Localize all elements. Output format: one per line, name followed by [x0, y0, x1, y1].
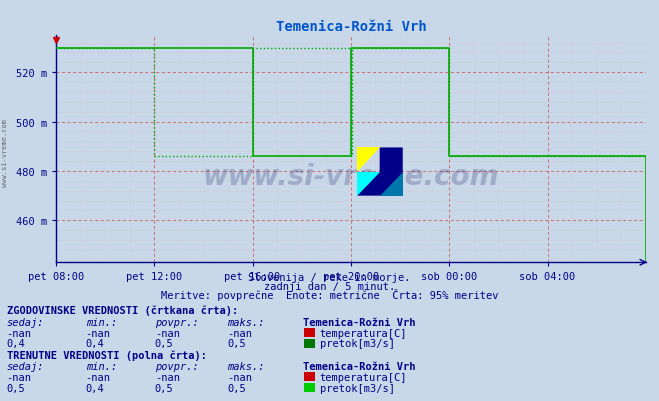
Text: -nan: -nan — [227, 328, 252, 338]
Text: TRENUTNE VREDNOSTI (polna črta):: TRENUTNE VREDNOSTI (polna črta): — [7, 349, 206, 360]
Polygon shape — [380, 172, 403, 196]
Text: -nan: -nan — [86, 328, 111, 338]
Text: temperatura[C]: temperatura[C] — [320, 328, 407, 338]
Text: min.:: min.: — [86, 361, 117, 371]
Text: -nan: -nan — [155, 328, 180, 338]
Text: povpr.:: povpr.: — [155, 317, 198, 327]
Text: sedaj:: sedaj: — [7, 361, 44, 371]
Text: -nan: -nan — [7, 328, 32, 338]
Text: 0,5: 0,5 — [227, 338, 246, 348]
Text: 0,5: 0,5 — [155, 338, 173, 348]
Text: 0,5: 0,5 — [7, 383, 25, 393]
Text: 0,5: 0,5 — [155, 383, 173, 393]
Text: min.:: min.: — [86, 317, 117, 327]
Text: -nan: -nan — [7, 372, 32, 382]
Text: pretok[m3/s]: pretok[m3/s] — [320, 383, 395, 393]
Text: 0,4: 0,4 — [86, 383, 104, 393]
Text: ZGODOVINSKE VREDNOSTI (črtkana črta):: ZGODOVINSKE VREDNOSTI (črtkana črta): — [7, 305, 238, 316]
Text: -nan: -nan — [155, 372, 180, 382]
Polygon shape — [357, 148, 380, 172]
Text: Temenica-Rožni Vrh: Temenica-Rožni Vrh — [303, 361, 416, 371]
Text: maks.:: maks.: — [227, 361, 265, 371]
Text: 0,5: 0,5 — [227, 383, 246, 393]
Text: Slovenija / reke in morje.: Slovenija / reke in morje. — [248, 273, 411, 283]
Text: -nan: -nan — [86, 372, 111, 382]
Text: 0,4: 0,4 — [86, 338, 104, 348]
Text: www.si-vreme.com: www.si-vreme.com — [203, 162, 499, 190]
Text: maks.:: maks.: — [227, 317, 265, 327]
Text: 0,4: 0,4 — [7, 338, 25, 348]
Text: -nan: -nan — [227, 372, 252, 382]
Polygon shape — [357, 148, 403, 196]
Text: zadnji dan / 5 minut.: zadnji dan / 5 minut. — [264, 282, 395, 292]
Text: Meritve: povprečne  Enote: metrične  Črta: 95% meritev: Meritve: povprečne Enote: metrične Črta:… — [161, 288, 498, 300]
Text: povpr.:: povpr.: — [155, 361, 198, 371]
Text: temperatura[C]: temperatura[C] — [320, 372, 407, 382]
Text: www.si-vreme.com: www.si-vreme.com — [2, 118, 9, 186]
Text: sedaj:: sedaj: — [7, 317, 44, 327]
Text: Temenica-Rožni Vrh: Temenica-Rožni Vrh — [303, 317, 416, 327]
Polygon shape — [357, 172, 380, 196]
Title: Temenica-Rožni Vrh: Temenica-Rožni Vrh — [275, 20, 426, 34]
Text: pretok[m3/s]: pretok[m3/s] — [320, 338, 395, 348]
